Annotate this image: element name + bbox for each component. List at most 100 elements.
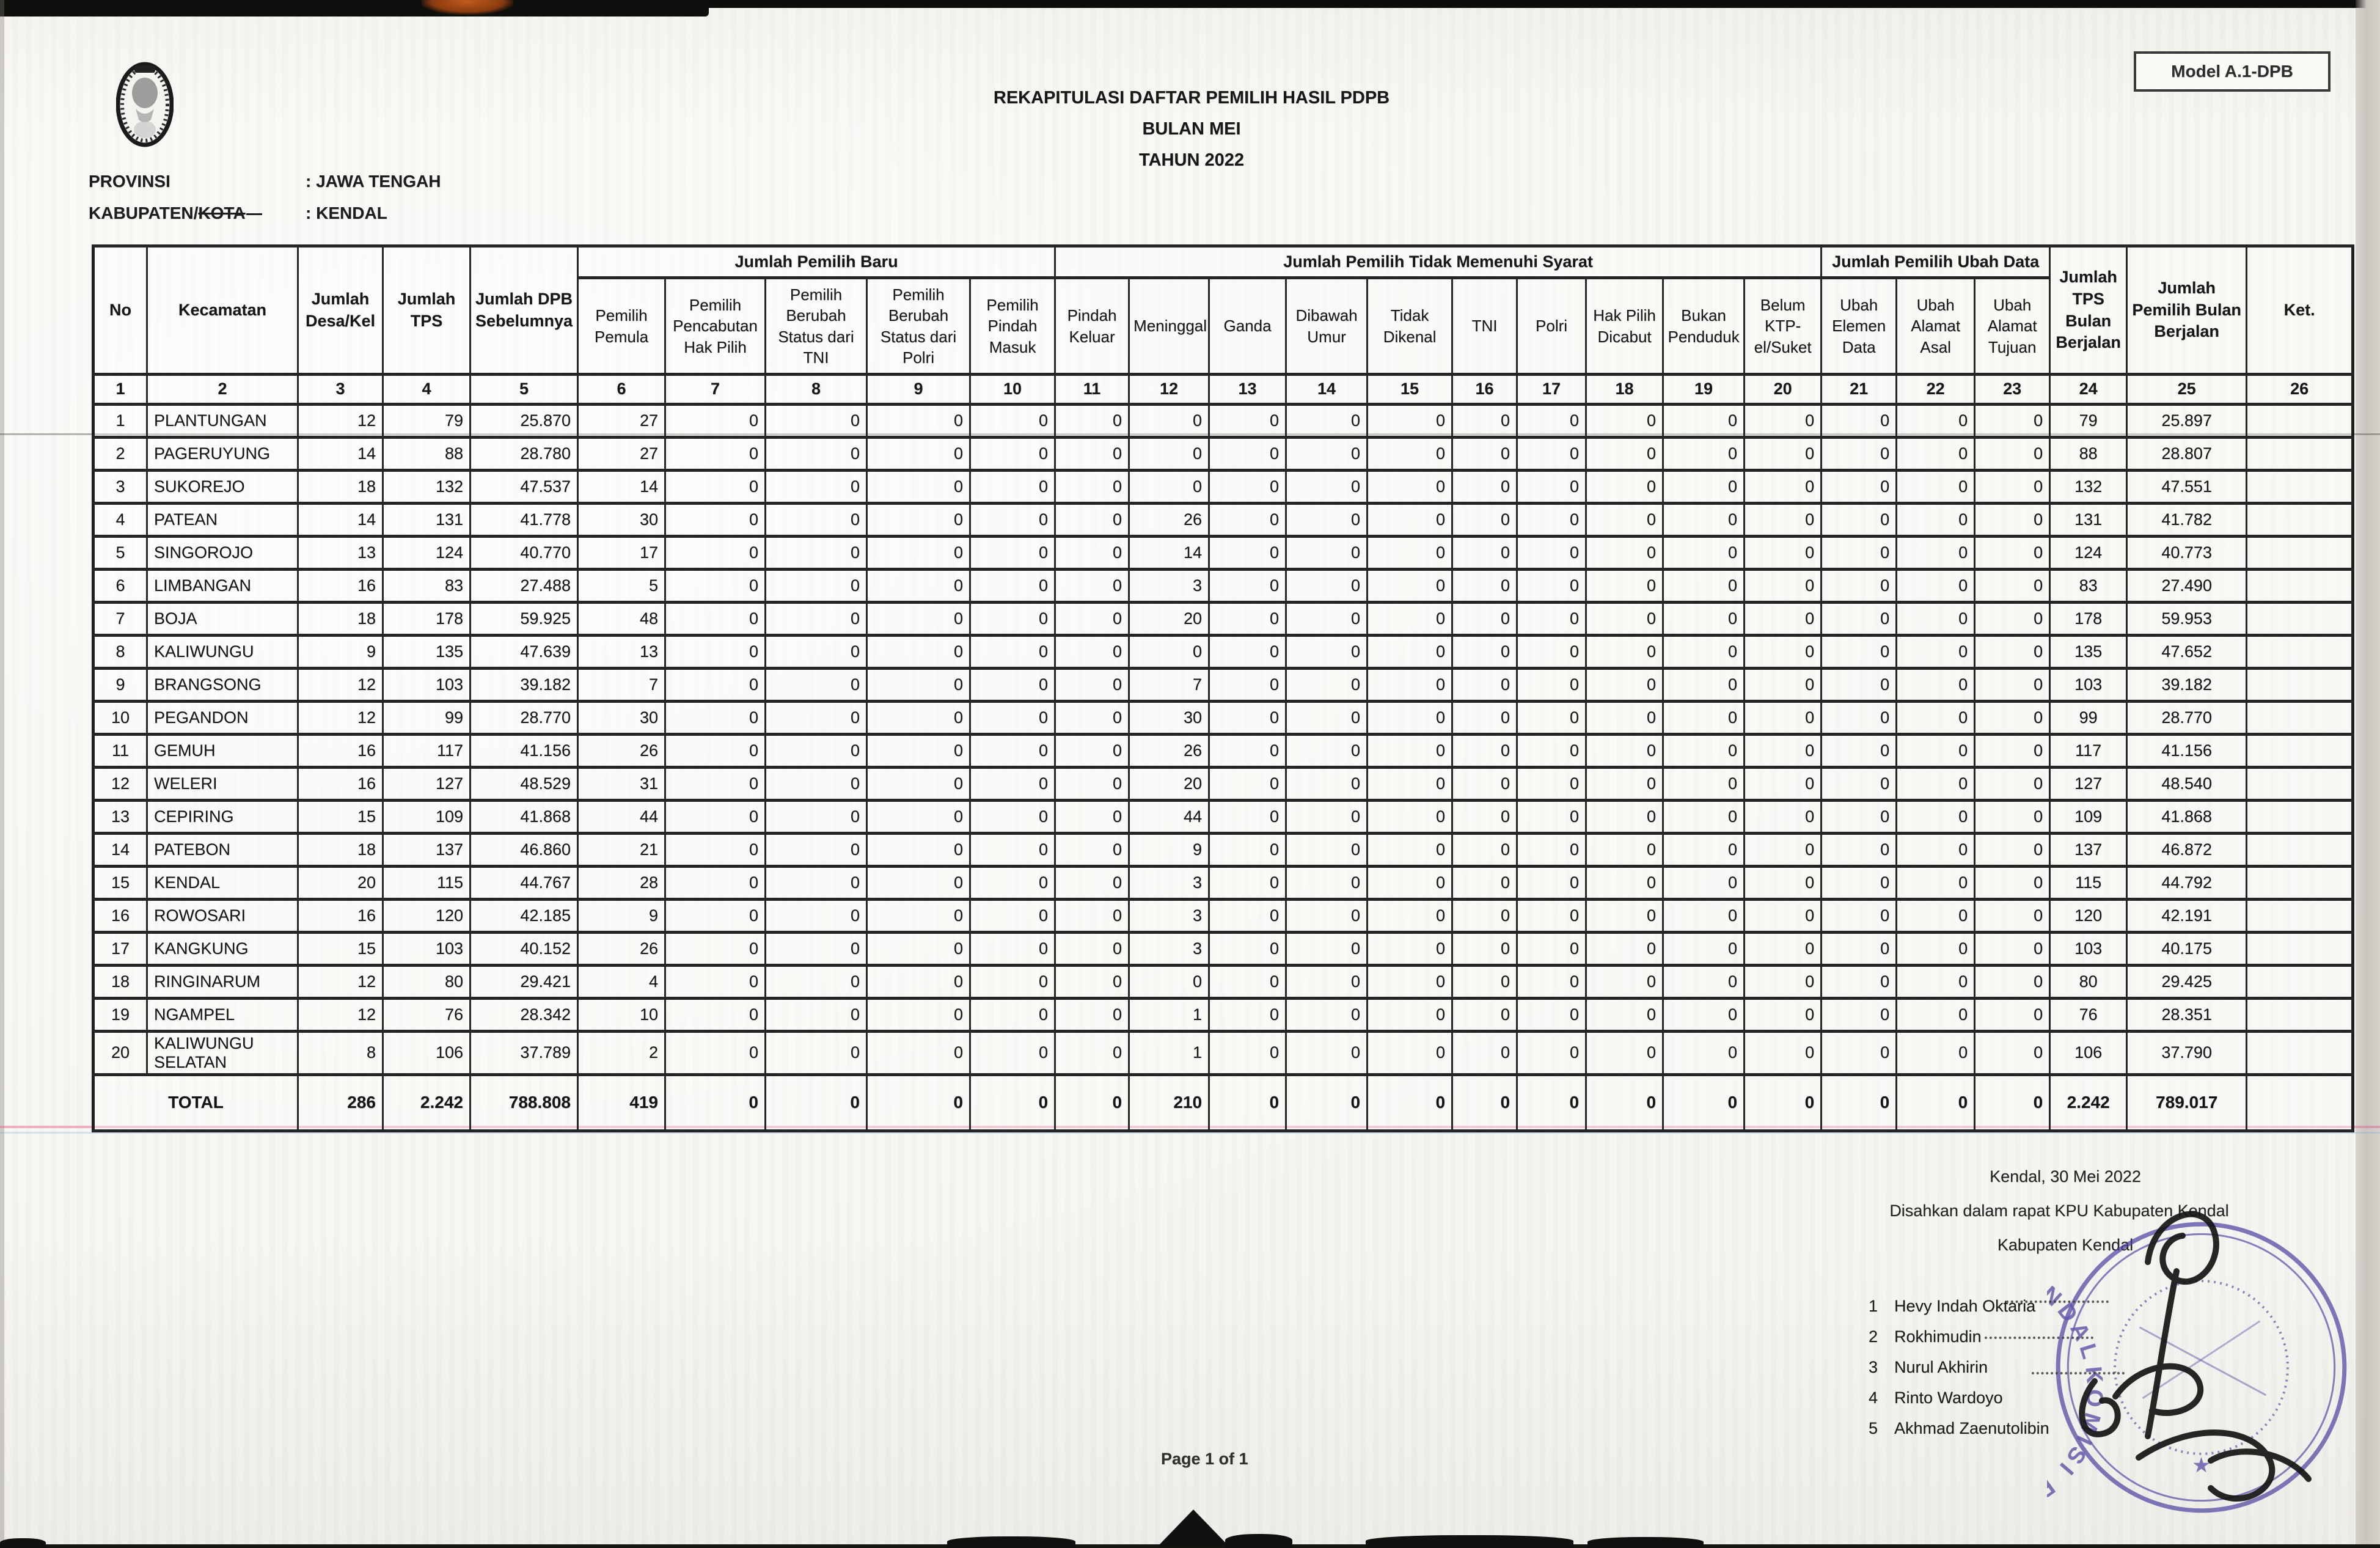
scan-artifact-blue-line [0, 1132, 2380, 1134]
table-cell: 0 [764, 1029, 868, 1076]
table-row: 5 SINGOROJO 13 124 40.770 17 0 0 0 0 0 14 0 0 0 0 0 0 0 0 0 0… [92, 534, 2354, 571]
table-cell: 0 [968, 435, 1056, 472]
table-cell: 27 [577, 402, 666, 439]
table-cell [2246, 996, 2354, 1033]
table-cell: 0 [1516, 633, 1587, 670]
list-item: 5 Akhmad Zaenutolibin [1869, 1418, 2049, 1437]
table-cell: 0 [1585, 798, 1664, 835]
table-cell: 0 [1743, 1073, 1823, 1132]
table-cell: 0 [1974, 798, 2051, 835]
kecamatan-cell: ROWOSARI [146, 897, 299, 934]
table-cell: 0 [1366, 798, 1454, 835]
table-cell: 27.490 [2126, 567, 2248, 604]
table-cell: 0 [1585, 468, 1664, 505]
table-cell: 0 [1585, 765, 1664, 802]
table-cell: 0 [1451, 666, 1518, 703]
table-cell: 0 [1820, 600, 1898, 637]
row-number-cell: 13 [92, 798, 148, 835]
list-item: 2 Rokhimudin [1869, 1327, 1982, 1346]
table-cell: 0 [1366, 666, 1454, 703]
scan-blob [947, 1536, 1075, 1548]
table-cell: 12 [297, 666, 384, 703]
table-cell: 0 [1585, 1029, 1664, 1076]
table-cell: 40.152 [469, 930, 579, 967]
table-cell: 109 [2049, 798, 2128, 835]
table-cell: 0 [866, 435, 971, 472]
table-cell: 0 [866, 534, 971, 571]
table-cell: 0 [764, 402, 868, 439]
table-cell: 0 [1285, 864, 1369, 901]
table-cell: 47.551 [2126, 468, 2248, 505]
table-cell: 0 [866, 699, 971, 736]
column-header: Jumlah Pemilih Bulan Berjalan [2126, 244, 2248, 376]
table-cell: 4 [577, 963, 666, 1000]
table-cell: 0 [1366, 699, 1454, 736]
table-cell: 26 [577, 930, 666, 967]
document-title: REKAPITULASI DAFTAR PEMILIH HASIL PDPB [993, 88, 1390, 108]
table-cell: 0 [968, 798, 1056, 835]
table-cell: 0 [866, 765, 971, 802]
table-cell: 0 [764, 666, 868, 703]
signature-dotted-line [2032, 1372, 2125, 1374]
table-cell: 15 [297, 930, 384, 967]
table-cell: 0 [866, 963, 971, 1000]
table-cell: 46.860 [469, 831, 579, 868]
table-cell: 0 [1366, 402, 1454, 439]
column-header: Dibawah Umur [1285, 276, 1369, 376]
table-cell: 210 [1128, 1073, 1210, 1132]
table-cell: 135 [382, 633, 471, 670]
table-cell: 0 [764, 534, 868, 571]
table-cell: 0 [1451, 468, 1518, 505]
row-number-cell: 6 [92, 567, 148, 604]
table-cell: 0 [764, 765, 868, 802]
table-cell: 0 [1366, 534, 1454, 571]
table-cell: 0 [1820, 1073, 1898, 1132]
table-cell: 0 [866, 864, 971, 901]
table-cell: 3 [1128, 864, 1210, 901]
table-cell: 8 [297, 1029, 384, 1076]
table-cell: 0 [1662, 600, 1746, 637]
table-cell: 3 [1128, 567, 1210, 604]
row-number-cell: 14 [92, 831, 148, 868]
table-cell: 0 [1285, 996, 1369, 1033]
row-number-cell: 18 [92, 963, 148, 1000]
table-cell: 0 [1974, 600, 2051, 637]
table-cell: 0 [1895, 963, 1976, 1000]
table-cell: 0 [968, 666, 1056, 703]
table-cell: 0 [1516, 402, 1587, 439]
kecamatan-cell: PEGANDON [146, 699, 299, 736]
table-cell: 10 [577, 996, 666, 1033]
table-cell: 0 [1820, 963, 1898, 1000]
table-cell: 12 [297, 402, 384, 439]
table-cell: 0 [1451, 732, 1518, 769]
table-cell: 0 [866, 633, 971, 670]
table-cell: 0 [1743, 732, 1823, 769]
column-header: Bukan Penduduk [1662, 276, 1746, 376]
table-cell: 39.182 [2126, 666, 2248, 703]
table-cell: 0 [1743, 501, 1823, 538]
table-cell: 0 [1285, 600, 1369, 637]
table-cell: 0 [1366, 732, 1454, 769]
strike-tail [246, 213, 262, 216]
table-cell: 0 [1974, 468, 2051, 505]
column-header: Pindah Keluar [1054, 276, 1130, 376]
table-cell: 0 [1743, 963, 1823, 1000]
table-cell: 0 [1662, 402, 1746, 439]
table-cell: 0 [1585, 501, 1664, 538]
kecamatan-cell: BOJA [146, 600, 299, 637]
table-cell: 0 [664, 831, 766, 868]
document-subtitle-year: TAHUN 2022 [1139, 150, 1244, 170]
table-cell: 26 [1128, 501, 1210, 538]
table-row: 4 PATEAN 14 131 41.778 30 0 0 0 0 0 26 0 0 0 0 0 0 0 0 0 0 0 13… [92, 501, 2354, 538]
table-cell: 0 [1054, 468, 1130, 505]
table-cell: 0 [1662, 897, 1746, 934]
table-cell: 0 [1585, 435, 1664, 472]
row-number-cell: 17 [92, 930, 148, 967]
row-number-cell: 20 [92, 1029, 148, 1076]
column-number-header: 25 [2126, 373, 2248, 406]
table-row: 13 CEPIRING 15 109 41.868 44 0 0 0 0 0 44 0 0 0 0 0 0 0 0 0 0… [92, 798, 2354, 835]
table-cell: 0 [968, 567, 1056, 604]
kecamatan-cell: PATEBON [146, 831, 299, 868]
table-cell: 0 [764, 864, 868, 901]
table-cell: 29.425 [2126, 963, 2248, 1000]
